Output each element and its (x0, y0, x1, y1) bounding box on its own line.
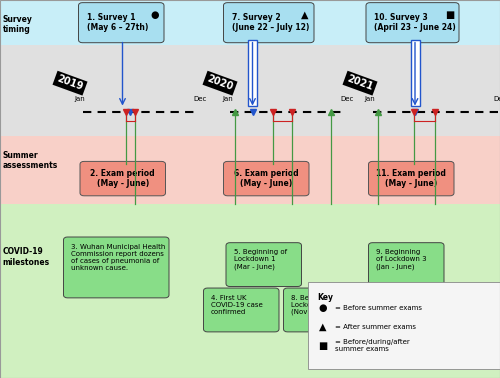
Text: Key: Key (318, 293, 334, 302)
FancyBboxPatch shape (224, 3, 314, 43)
FancyBboxPatch shape (204, 288, 279, 332)
FancyBboxPatch shape (368, 243, 444, 287)
FancyBboxPatch shape (226, 243, 302, 287)
Text: COVID-19
milestones: COVID-19 milestones (2, 247, 50, 267)
Text: 10. Survey 3
(April 23 – June 24): 10. Survey 3 (April 23 – June 24) (374, 13, 456, 33)
FancyBboxPatch shape (0, 136, 500, 204)
Text: 5. Beginning of
Lockdown 1
(Mar - June): 5. Beginning of Lockdown 1 (Mar - June) (234, 249, 286, 270)
FancyBboxPatch shape (410, 40, 420, 106)
Text: ●: ● (151, 10, 159, 20)
Text: 2020: 2020 (206, 74, 234, 93)
Text: Survey
timing: Survey timing (2, 15, 32, 34)
Text: 11. Exam period
(May - June): 11. Exam period (May - June) (376, 169, 446, 188)
Text: 3. Wuhan Municipal Health
Commission report dozens
of cases of pneumonia of
unkn: 3. Wuhan Municipal Health Commission rep… (71, 244, 166, 271)
FancyBboxPatch shape (0, 45, 500, 136)
Text: ■: ■ (318, 341, 327, 351)
Text: Dec: Dec (341, 96, 354, 102)
Text: ●: ● (318, 303, 327, 313)
Text: ■: ■ (446, 10, 454, 20)
Text: Dec: Dec (494, 96, 500, 102)
Text: 2019: 2019 (56, 74, 84, 93)
FancyBboxPatch shape (78, 3, 164, 43)
Text: 6. Exam period
(May - June): 6. Exam period (May - June) (234, 169, 298, 188)
FancyBboxPatch shape (64, 237, 169, 298)
Text: Jan: Jan (222, 96, 233, 102)
Text: 1. Survey 1
(May 6 – 27th): 1. Survey 1 (May 6 – 27th) (86, 13, 148, 33)
Text: Summer
assessments: Summer assessments (2, 151, 58, 170)
FancyBboxPatch shape (224, 161, 309, 196)
FancyBboxPatch shape (308, 282, 500, 369)
Text: ▲: ▲ (301, 10, 309, 20)
FancyBboxPatch shape (368, 161, 454, 196)
Text: Jan: Jan (74, 96, 86, 102)
FancyBboxPatch shape (0, 204, 500, 378)
Text: 2021: 2021 (346, 74, 374, 93)
Text: Jan: Jan (364, 96, 376, 102)
Text: 4. First UK
COVID-19 case
confirmed: 4. First UK COVID-19 case confirmed (211, 295, 263, 315)
Text: Dec: Dec (194, 96, 206, 102)
Text: 2. Exam period
(May - June): 2. Exam period (May - June) (90, 169, 155, 188)
Text: = After summer exams: = After summer exams (335, 324, 416, 330)
FancyBboxPatch shape (284, 288, 359, 332)
Text: ▲: ▲ (319, 322, 326, 332)
Text: = Before/during/after
summer exams: = Before/during/after summer exams (335, 339, 410, 352)
Text: 9. Beginning
of Lockdown 3
(Jan - June): 9. Beginning of Lockdown 3 (Jan - June) (376, 249, 426, 270)
FancyBboxPatch shape (248, 40, 257, 106)
Text: = Before summer exams: = Before summer exams (335, 305, 422, 311)
FancyBboxPatch shape (0, 0, 500, 45)
FancyBboxPatch shape (366, 3, 459, 43)
FancyBboxPatch shape (80, 161, 166, 196)
Text: 8. Beginning of
Lockdown 2
(Nov - Dec): 8. Beginning of Lockdown 2 (Nov - Dec) (291, 295, 344, 315)
Text: 7. Survey 2
(June 22 – July 12): 7. Survey 2 (June 22 – July 12) (232, 13, 309, 33)
